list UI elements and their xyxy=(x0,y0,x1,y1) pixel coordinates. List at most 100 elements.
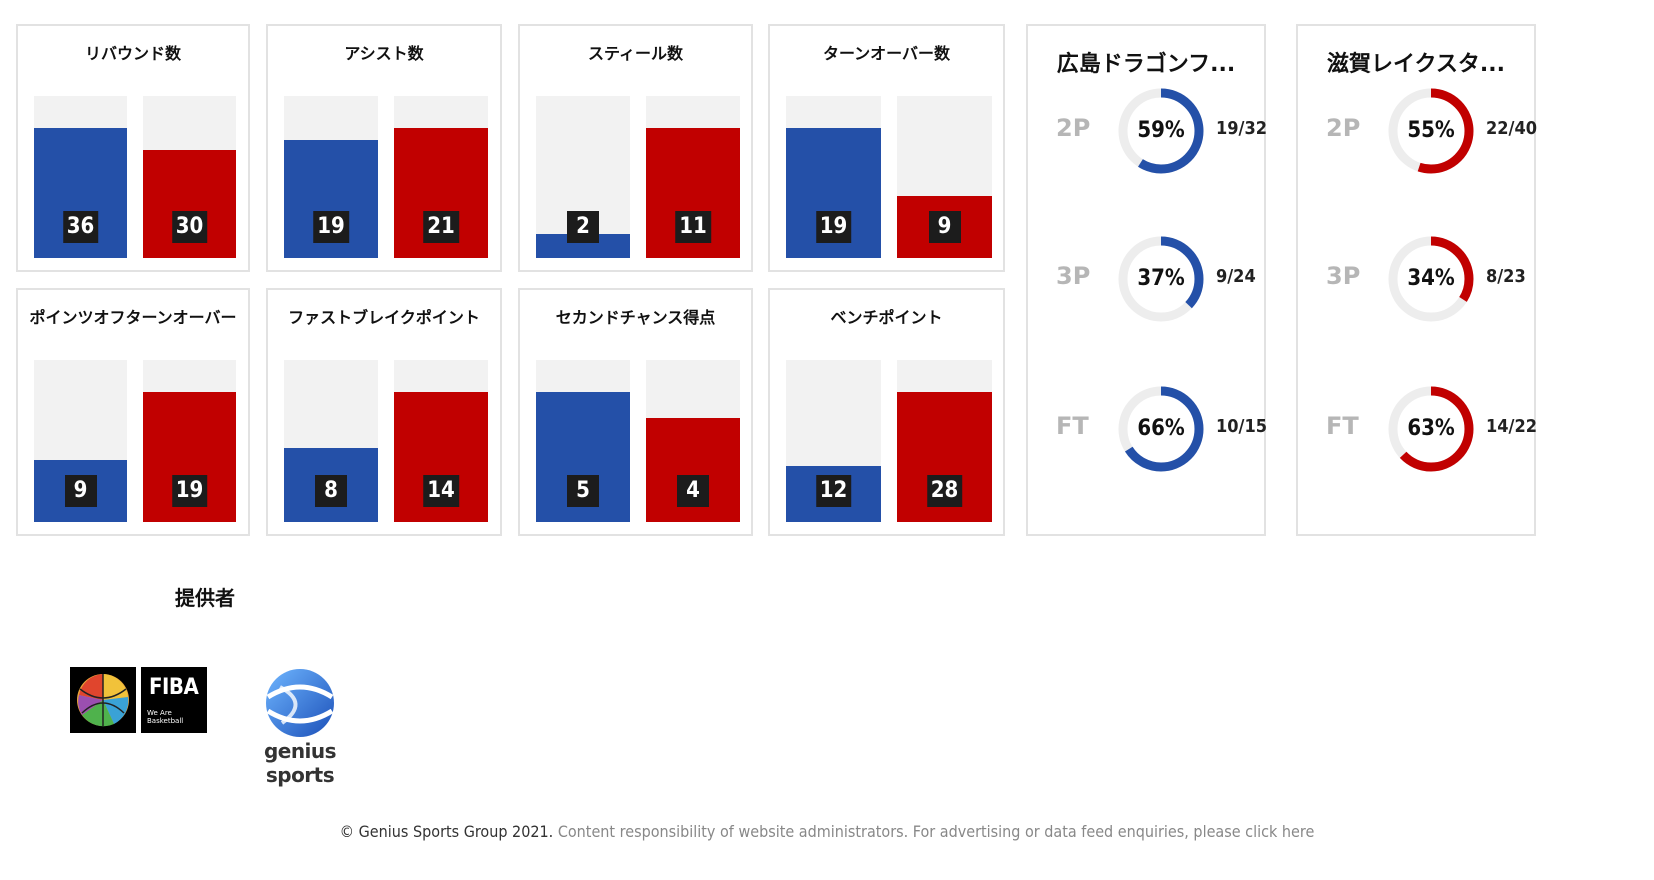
donut-arc xyxy=(1118,88,1204,174)
shot-type-label: FT xyxy=(1056,412,1089,440)
shooting-percentage: 66% xyxy=(1137,416,1185,441)
stat-card-title: ターンオーバー数 xyxy=(822,44,951,63)
made-attempted: 8/23 xyxy=(1486,266,1526,287)
made-attempted: 9/24 xyxy=(1216,266,1256,287)
stat-card: ターンオーバー数 19 9 xyxy=(768,24,1005,272)
team-name: 滋賀レイクスタ... xyxy=(1327,52,1505,77)
away-bar-track: 21 xyxy=(394,96,488,258)
shooting-donut xyxy=(1388,88,1474,174)
home-bar-track: 5 xyxy=(536,360,630,522)
genius-globe-icon xyxy=(266,669,334,737)
fiba-wordmark: FIBA We Are Basketball xyxy=(141,667,207,733)
shooting-row: FT 66% 10/15 xyxy=(1028,384,1267,474)
stat-card: ベンチポイント 12 28 xyxy=(768,288,1005,536)
stat-card-title: ベンチポイント xyxy=(830,308,943,327)
footer-copyright: © Genius Sports Group 2021. xyxy=(339,822,554,841)
away-bar-track: 4 xyxy=(646,360,740,522)
stat-card: ファストブレイクポイント 8 14 xyxy=(266,288,502,536)
stat-card-title: ポインツオフターンオーバー xyxy=(29,308,237,327)
home-bar-track: 36 xyxy=(34,96,127,258)
genius-wordmark: genius sports xyxy=(263,739,337,787)
home-value-label: 2 xyxy=(567,211,599,243)
donut-arc xyxy=(1388,88,1474,174)
stat-card: セカンドチャンス得点 5 4 xyxy=(518,288,753,536)
home-value-label: 8 xyxy=(315,475,347,507)
shooting-row: 3P 37% 9/24 xyxy=(1028,234,1264,324)
fiba-logo[interactable]: FIBA We Are Basketball xyxy=(70,667,207,733)
donut-arc xyxy=(1388,386,1474,472)
away-bar-track: 14 xyxy=(394,360,488,522)
away-value-label: 11 xyxy=(675,211,711,243)
shooting-percentage: 37% xyxy=(1137,266,1185,291)
made-attempted: 22/40 xyxy=(1486,118,1537,139)
away-value-label: 30 xyxy=(171,211,208,243)
home-bar-track: 2 xyxy=(536,96,630,258)
made-attempted: 19/32 xyxy=(1216,118,1267,139)
stat-card: ポインツオフターンオーバー 9 19 xyxy=(16,288,250,536)
away-bar-track: 19 xyxy=(143,360,236,522)
made-attempted: 14/22 xyxy=(1486,416,1537,437)
home-value-label: 12 xyxy=(815,475,852,507)
footer-notice-link[interactable]: Content responsibility of website admini… xyxy=(553,822,1315,841)
stat-card-title: リバウンド数 xyxy=(84,44,181,63)
footer: © Genius Sports Group 2021. Content resp… xyxy=(0,822,1654,841)
home-bar-track: 8 xyxy=(284,360,378,522)
stat-card: スティール数 2 11 xyxy=(518,24,753,272)
away-bar-track: 11 xyxy=(646,96,740,258)
team-shooting-card: 滋賀レイクスタ... 2P 55% 22/40 3P 34% 8/23 FT 63% 14/22 xyxy=(1296,24,1537,536)
shooting-percentage: 63% xyxy=(1407,416,1455,441)
away-value-label: 21 xyxy=(423,211,459,243)
genius-sports-logo[interactable]: genius sports xyxy=(228,667,372,787)
team-name: 広島ドラゴンフ... xyxy=(1056,52,1236,77)
stat-card-title: スティール数 xyxy=(587,44,684,63)
team-shooting-card: 広島ドラゴンフ... 2P 59% 19/32 3P 37% 9/24 FT 66% 10/15 xyxy=(1026,24,1267,536)
home-value-label: 5 xyxy=(567,475,599,507)
home-bar-track: 19 xyxy=(284,96,378,258)
shooting-percentage: 55% xyxy=(1407,118,1455,143)
fiba-word: FIBA xyxy=(149,675,199,700)
home-value-label: 9 xyxy=(64,475,97,507)
away-bar-track: 28 xyxy=(897,360,992,522)
shooting-row: 2P 59% 19/32 xyxy=(1028,86,1267,176)
stat-card: リバウンド数 36 30 xyxy=(16,24,250,272)
shot-type-label: 3P xyxy=(1326,262,1361,290)
stat-card-title: セカンドチャンス得点 xyxy=(555,308,716,327)
home-bar-track: 12 xyxy=(786,360,881,522)
away-value-label: 19 xyxy=(171,475,208,507)
shooting-donut xyxy=(1388,236,1474,322)
stat-card-title: アシスト数 xyxy=(344,44,424,63)
shot-type-label: FT xyxy=(1326,412,1359,440)
shooting-donut xyxy=(1118,236,1204,322)
shooting-row: 2P 55% 22/40 xyxy=(1298,86,1537,176)
home-value-label: 19 xyxy=(313,211,349,243)
stat-card-title: ファストブレイクポイント xyxy=(288,308,480,327)
shot-type-label: 3P xyxy=(1056,262,1091,290)
sponsor-heading: 提供者 xyxy=(175,586,235,610)
shooting-percentage: 59% xyxy=(1137,118,1185,143)
shooting-donut xyxy=(1118,386,1204,472)
shot-type-label: 2P xyxy=(1326,114,1361,142)
shooting-donut xyxy=(1118,88,1204,174)
shooting-row: 3P 34% 8/23 xyxy=(1298,234,1534,324)
donut-arc xyxy=(1118,386,1204,472)
shooting-percentage: 34% xyxy=(1407,266,1455,291)
shooting-row: FT 63% 14/22 xyxy=(1298,384,1537,474)
shooting-donut xyxy=(1388,386,1474,472)
away-value-label: 9 xyxy=(928,211,961,243)
made-attempted: 10/15 xyxy=(1216,416,1267,437)
fiba-tagline: We Are Basketball xyxy=(147,709,184,725)
donut-arc xyxy=(1118,236,1204,322)
home-value-label: 19 xyxy=(815,211,852,243)
home-bar-track: 19 xyxy=(786,96,881,258)
away-value-label: 4 xyxy=(677,475,709,507)
away-bar-track: 9 xyxy=(897,96,992,258)
home-value-label: 36 xyxy=(62,211,99,243)
stat-card: アシスト数 19 21 xyxy=(266,24,502,272)
away-value-label: 28 xyxy=(926,475,963,507)
home-bar-track: 9 xyxy=(34,360,127,522)
away-value-label: 14 xyxy=(423,475,459,507)
shot-type-label: 2P xyxy=(1056,114,1091,142)
fiba-ball-icon xyxy=(70,667,136,733)
away-bar-track: 30 xyxy=(143,96,236,258)
donut-arc xyxy=(1388,236,1474,322)
